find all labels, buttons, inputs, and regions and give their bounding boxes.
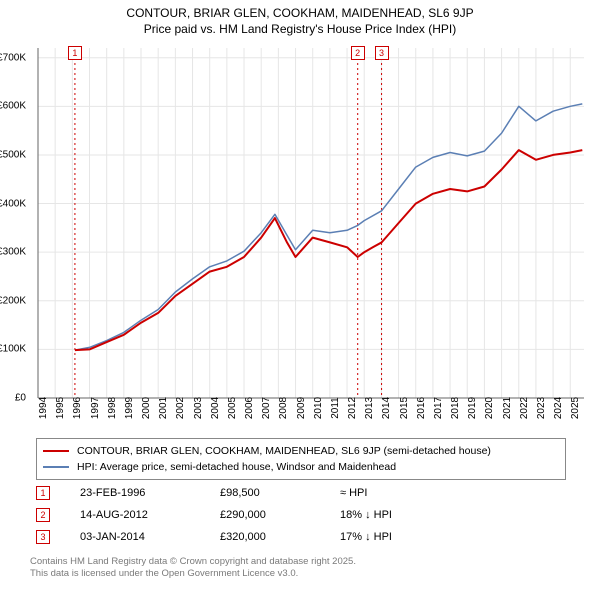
y-tick-label: £500K (0, 149, 26, 160)
x-tick-label: 1998 (107, 397, 118, 419)
sale-hpi: 17% ↓ HPI (340, 531, 460, 543)
legend: CONTOUR, BRIAR GLEN, COOKHAM, MAIDENHEAD… (36, 438, 566, 480)
sale-price: £98,500 (220, 487, 340, 499)
x-tick-label: 2019 (467, 397, 478, 419)
y-tick-label: £200K (0, 295, 26, 306)
footer-line-1: Contains HM Land Registry data © Crown c… (30, 556, 356, 568)
chart-svg (30, 44, 590, 404)
x-tick-label: 2022 (519, 397, 530, 419)
event-marker: 2 (351, 46, 365, 60)
x-tick-label: 2001 (158, 397, 169, 419)
titles: CONTOUR, BRIAR GLEN, COOKHAM, MAIDENHEAD… (0, 0, 600, 36)
x-tick-label: 1994 (38, 397, 49, 419)
x-tick-label: 2013 (364, 397, 375, 419)
legend-label: CONTOUR, BRIAR GLEN, COOKHAM, MAIDENHEAD… (77, 445, 491, 457)
x-tick-label: 1999 (124, 397, 135, 419)
x-tick-label: 2004 (210, 397, 221, 419)
x-tick-label: 2014 (381, 397, 392, 419)
legend-swatch (43, 450, 69, 452)
sale-date: 23-FEB-1996 (80, 487, 220, 499)
y-tick-label: £600K (0, 101, 26, 112)
x-tick-label: 2018 (450, 397, 461, 419)
chart-area: £0£100K£200K£300K£400K£500K£600K£700K199… (30, 44, 590, 404)
sale-hpi: ≈ HPI (340, 487, 460, 499)
sales-row: 3 03-JAN-2014£320,00017% ↓ HPI (36, 526, 566, 548)
x-tick-label: 2012 (347, 397, 358, 419)
sales-table: 1 23-FEB-1996£98,500≈ HPI 2 14-AUG-2012£290… (36, 482, 566, 548)
sale-marker: 3 (36, 530, 50, 544)
y-tick-label: £300K (0, 247, 26, 258)
y-tick-label: £100K (0, 344, 26, 355)
x-tick-label: 2002 (175, 397, 186, 419)
legend-row: CONTOUR, BRIAR GLEN, COOKHAM, MAIDENHEAD… (43, 443, 559, 459)
sale-date: 14-AUG-2012 (80, 509, 220, 521)
x-tick-label: 2011 (330, 397, 341, 419)
sales-row: 2 14-AUG-2012£290,00018% ↓ HPI (36, 504, 566, 526)
sale-marker: 2 (36, 508, 50, 522)
x-tick-label: 2020 (484, 397, 495, 419)
sale-date: 03-JAN-2014 (80, 531, 220, 543)
x-tick-label: 2000 (141, 397, 152, 419)
footer-line-2: This data is licensed under the Open Gov… (30, 568, 356, 580)
title-line-1: CONTOUR, BRIAR GLEN, COOKHAM, MAIDENHEAD… (0, 6, 600, 20)
footer: Contains HM Land Registry data © Crown c… (30, 556, 356, 581)
x-tick-label: 2010 (313, 397, 324, 419)
x-tick-label: 2009 (296, 397, 307, 419)
x-tick-label: 2005 (227, 397, 238, 419)
x-tick-label: 2015 (399, 397, 410, 419)
x-tick-label: 2017 (433, 397, 444, 419)
legend-label: HPI: Average price, semi-detached house,… (77, 461, 396, 473)
x-tick-label: 2021 (502, 397, 513, 419)
x-tick-label: 2016 (416, 397, 427, 419)
event-marker: 1 (68, 46, 82, 60)
title-line-2: Price paid vs. HM Land Registry's House … (0, 22, 600, 36)
x-tick-label: 1997 (90, 397, 101, 419)
legend-row: HPI: Average price, semi-detached house,… (43, 459, 559, 475)
x-tick-label: 1996 (72, 397, 83, 419)
x-tick-label: 2006 (244, 397, 255, 419)
y-tick-label: £700K (0, 52, 26, 63)
x-tick-label: 2025 (570, 397, 581, 419)
y-tick-label: £0 (15, 393, 26, 404)
sale-price: £320,000 (220, 531, 340, 543)
x-tick-label: 2007 (261, 397, 272, 419)
x-tick-label: 2024 (553, 397, 564, 419)
sale-price: £290,000 (220, 509, 340, 521)
x-tick-label: 1995 (55, 397, 66, 419)
event-marker: 3 (375, 46, 389, 60)
y-tick-label: £400K (0, 198, 26, 209)
sale-hpi: 18% ↓ HPI (340, 509, 460, 521)
chart-container: CONTOUR, BRIAR GLEN, COOKHAM, MAIDENHEAD… (0, 0, 600, 590)
sale-marker: 1 (36, 486, 50, 500)
x-tick-label: 2008 (278, 397, 289, 419)
x-tick-label: 2023 (536, 397, 547, 419)
legend-swatch (43, 466, 69, 468)
sales-row: 1 23-FEB-1996£98,500≈ HPI (36, 482, 566, 504)
x-tick-label: 2003 (193, 397, 204, 419)
